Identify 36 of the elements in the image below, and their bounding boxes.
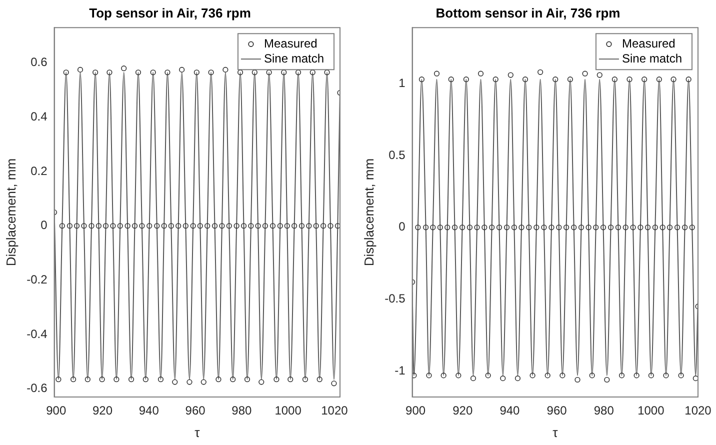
x-tick-label: 960 [185, 404, 206, 418]
y-tick-label: 0.4 [30, 110, 48, 124]
y-axis-title: Displacement, mm [361, 158, 376, 266]
y-tick-label: 1 [398, 76, 406, 90]
x-tick-label: 920 [92, 404, 113, 418]
y-tick-label: -0.4 [26, 326, 48, 341]
legend-label: Measured [622, 36, 676, 50]
x-tick-label: 1020 [684, 404, 712, 418]
x-tick-label: 940 [500, 404, 520, 418]
y-tick-label: 0.2 [30, 164, 48, 178]
y-tick-label: -1 [394, 363, 406, 378]
y-tick-label: -0.2 [26, 272, 48, 287]
x-tick-label: 1000 [274, 404, 302, 418]
chart-title: Top sensor in Air, 736 rpm [89, 5, 251, 20]
y-tick-label: 0 [398, 220, 406, 234]
x-axis-title: τ [194, 424, 201, 440]
x-tick-label: 1020 [321, 404, 348, 418]
y-tick-label: 0.6 [30, 55, 48, 70]
y-axis-title: Displacement, mm [3, 158, 18, 266]
x-tick-label: 900 [46, 404, 66, 418]
y-tick-label: -0.6 [26, 381, 48, 396]
chart-title: Bottom sensor in Air, 736 rpm [436, 5, 620, 20]
y-tick-label: 0.5 [388, 148, 406, 162]
x-tick-label: 1000 [638, 404, 665, 418]
y-tick-label: -0.5 [384, 292, 406, 306]
legend-label: Sine match [622, 51, 682, 66]
x-tick-label: 940 [138, 404, 160, 418]
y-tick-label: 0 [40, 218, 48, 232]
x-tick-label: 960 [546, 404, 568, 418]
x-tick-label: 980 [232, 404, 252, 418]
x-axis-title: τ [552, 424, 559, 440]
x-tick-label: 900 [406, 404, 426, 418]
x-tick-label: 980 [594, 404, 614, 418]
legend-label: Sine match [264, 51, 324, 66]
x-tick-label: 920 [452, 404, 473, 418]
legend-label: Measured [264, 36, 318, 50]
